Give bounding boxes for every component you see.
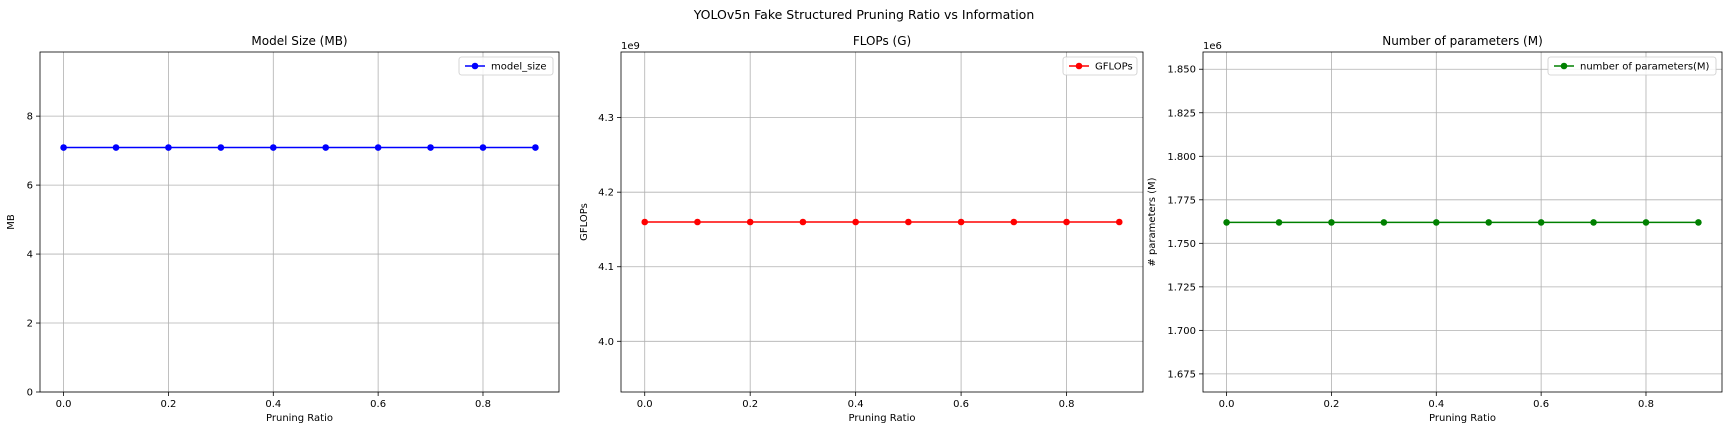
chart-panel: 0.0 0.2 0.4 0.6 0.8 0 2 4 6 8 Model Size (MB) Pruni… bbox=[6, 34, 560, 424]
y-tick-label: 0 bbox=[27, 388, 33, 399]
y-tick-label: 1.800 bbox=[1167, 152, 1196, 163]
x-tick-label: 0.6 bbox=[953, 399, 969, 410]
y-tick-label: 2 bbox=[27, 319, 33, 330]
y-axis-label: MB bbox=[6, 214, 17, 230]
x-tick-label: 0.2 bbox=[160, 399, 176, 410]
data-point bbox=[1590, 219, 1597, 226]
x-tick-label: 0.8 bbox=[1638, 399, 1654, 410]
x-tick-label: 0.0 bbox=[637, 399, 653, 410]
chart-panel: 0.0 0.2 0.4 0.6 0.8 4.0 4.1 4.2 4.3 FLOPs (G) Prun… bbox=[579, 34, 1144, 424]
x-axis-label: Pruning Ratio bbox=[849, 413, 916, 424]
data-point bbox=[60, 144, 67, 151]
data-point bbox=[1328, 219, 1335, 226]
x-tick-label: 0.2 bbox=[1323, 399, 1339, 410]
x-tick-label: 0.6 bbox=[370, 399, 386, 410]
legend-label: number of parameters(M) bbox=[1580, 62, 1710, 73]
data-point bbox=[427, 144, 434, 151]
y-axis-label: GFLOPs bbox=[579, 203, 590, 241]
y-tick-label: 4.2 bbox=[598, 188, 614, 199]
data-point bbox=[641, 218, 649, 226]
x-tick-label: 0.4 bbox=[265, 399, 281, 410]
figure-suptitle: YOLOv5n Fake Structured Pruning Ratio vs… bbox=[693, 7, 1035, 22]
chart-panels: 0.0 0.2 0.4 0.6 0.8 0 2 4 6 8 Model Size (MB) Pruni… bbox=[6, 34, 1723, 424]
axis-offset-label: 1e6 bbox=[1203, 41, 1222, 52]
legend-box bbox=[458, 56, 554, 76]
legend-box bbox=[1062, 56, 1138, 76]
axes-frame bbox=[39, 51, 560, 393]
data-point bbox=[1063, 218, 1070, 226]
legend-marker-swatch bbox=[1075, 62, 1083, 70]
legend-marker-swatch bbox=[471, 62, 479, 70]
y-axis-label: # parameters (M) bbox=[1147, 177, 1158, 266]
x-tick-label: 0.0 bbox=[56, 399, 72, 410]
x-tick-label: 0.0 bbox=[1219, 399, 1235, 410]
legend-label: model_size bbox=[491, 62, 547, 73]
data-point bbox=[1223, 219, 1230, 226]
y-tick-label: 1.850 bbox=[1167, 65, 1196, 76]
chart-title: Model Size (MB) bbox=[251, 34, 347, 48]
data-point bbox=[1695, 219, 1702, 226]
data-point bbox=[746, 218, 754, 226]
x-tick-label: 0.8 bbox=[475, 399, 491, 410]
data-point bbox=[532, 144, 539, 151]
x-tick-label: 0.4 bbox=[1428, 399, 1444, 410]
y-tick-label: 1.675 bbox=[1167, 369, 1196, 380]
data-point bbox=[269, 144, 277, 151]
y-tick-label: 4 bbox=[27, 250, 33, 261]
data-point bbox=[905, 218, 912, 226]
axis-offset-label: 1e9 bbox=[621, 41, 640, 52]
data-point bbox=[799, 218, 807, 226]
x-axis-label: Pruning Ratio bbox=[1429, 413, 1496, 424]
y-tick-label: 1.775 bbox=[1167, 195, 1196, 206]
legend-marker-swatch bbox=[1560, 62, 1568, 70]
chart-panel: 0.0 0.2 0.4 0.6 0.8 1.675 1.700 1.725 1.750 1.775… bbox=[1147, 34, 1723, 424]
y-tick-label: 6 bbox=[27, 181, 33, 192]
data-point bbox=[1537, 219, 1545, 226]
x-tick-label: 0.4 bbox=[848, 399, 864, 410]
y-tick-label: 1.700 bbox=[1167, 326, 1196, 337]
data-point bbox=[852, 218, 859, 226]
data-point bbox=[165, 144, 172, 151]
chart-title: Number of parameters (M) bbox=[1382, 34, 1543, 48]
data-point bbox=[1642, 219, 1650, 226]
axes-frame bbox=[1202, 51, 1723, 393]
x-tick-label: 0.2 bbox=[742, 399, 758, 410]
legend-label: GFLOPs bbox=[1095, 62, 1133, 73]
y-tick-label: 1.725 bbox=[1167, 282, 1196, 293]
legend-box bbox=[1547, 56, 1717, 76]
y-tick-label: 1.825 bbox=[1167, 108, 1196, 119]
data-point bbox=[1485, 219, 1493, 226]
data-point bbox=[217, 144, 225, 151]
x-tick-label: 0.8 bbox=[1059, 399, 1075, 410]
data-point bbox=[957, 218, 965, 226]
y-tick-label: 8 bbox=[27, 112, 33, 123]
y-tick-label: 4.1 bbox=[598, 262, 614, 273]
chart-title: FLOPs (G) bbox=[853, 34, 911, 48]
data-point bbox=[322, 144, 330, 151]
data-point bbox=[1432, 219, 1440, 226]
x-axis-label: Pruning Ratio bbox=[266, 413, 333, 424]
data-point bbox=[1275, 219, 1283, 226]
axes-frame bbox=[620, 51, 1144, 393]
y-tick-label: 4.0 bbox=[598, 337, 614, 348]
data-point bbox=[479, 144, 487, 151]
data-point bbox=[1010, 218, 1018, 226]
data-point bbox=[112, 144, 120, 151]
data-point bbox=[1380, 219, 1388, 226]
data-point bbox=[374, 144, 382, 151]
y-tick-label: 1.750 bbox=[1167, 239, 1196, 250]
x-tick-label: 0.6 bbox=[1533, 399, 1549, 410]
data-point bbox=[1115, 218, 1123, 226]
y-tick-label: 4.3 bbox=[598, 113, 614, 124]
data-point bbox=[694, 218, 701, 226]
